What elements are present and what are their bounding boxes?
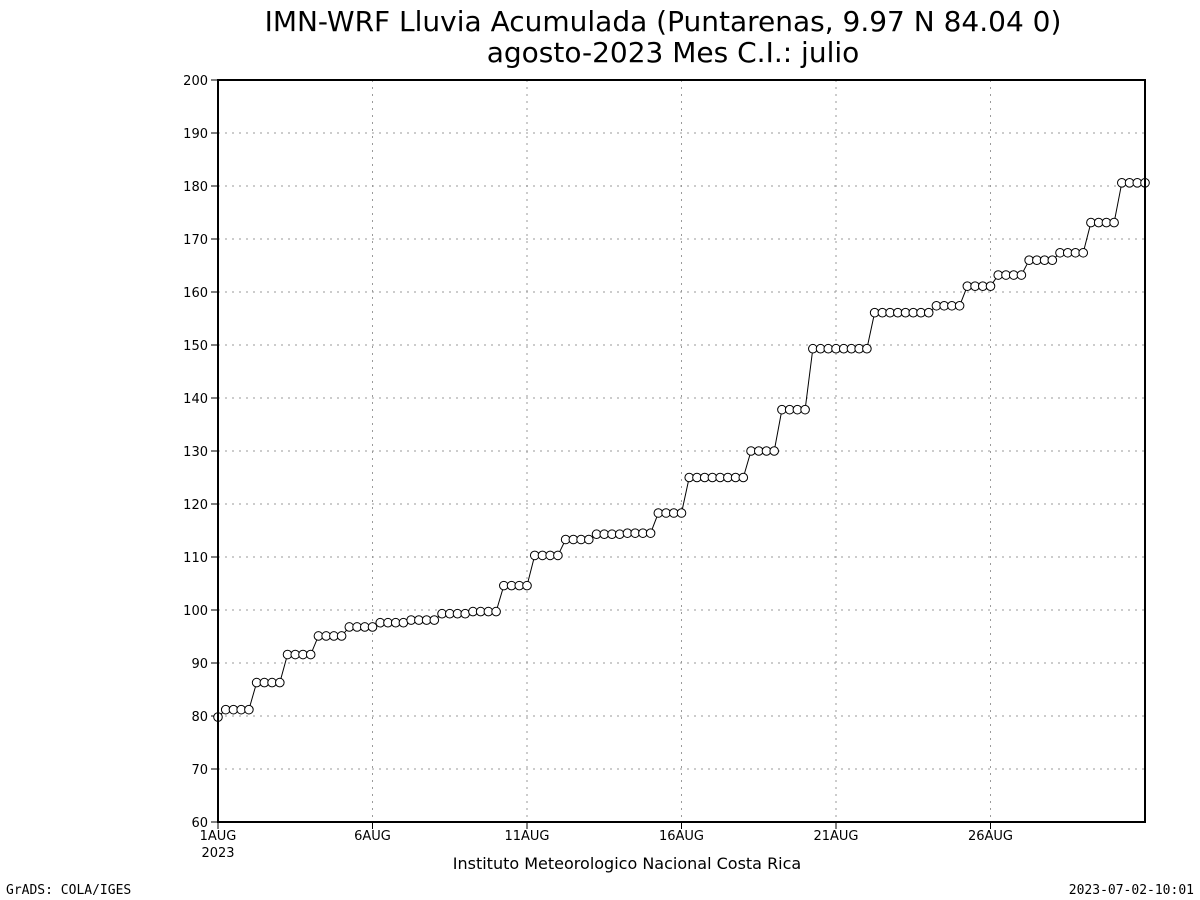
data-point — [553, 550, 563, 561]
data-point — [769, 446, 780, 456]
data-point — [491, 606, 501, 617]
x-axis-label: Instituto Meteorologico Nacional Costa R… — [453, 854, 801, 873]
data-point — [923, 307, 934, 318]
data-point — [1047, 255, 1058, 266]
data-point — [305, 649, 316, 660]
x-tick-label: 6AUG — [354, 829, 391, 844]
data-point — [336, 631, 347, 641]
y-tick-label: 130 — [183, 445, 208, 460]
data-point — [429, 615, 440, 625]
y-tick-label: 180 — [183, 180, 208, 195]
data-point — [522, 580, 532, 591]
y-tick-label: 150 — [183, 339, 208, 354]
x-tick-label: 26AUG — [968, 829, 1013, 844]
y-tick-label: 60 — [191, 816, 208, 831]
y-tick-label: 200 — [183, 74, 208, 89]
data-point — [1109, 217, 1119, 228]
y-tick-label: 140 — [183, 392, 208, 407]
y-tick-label: 100 — [183, 604, 208, 619]
data-point — [367, 622, 378, 632]
data-point — [614, 529, 625, 540]
data-point — [985, 281, 996, 291]
y-tick-label: 110 — [183, 551, 208, 566]
data-point — [954, 300, 965, 311]
data-point — [1016, 270, 1027, 280]
data-point — [738, 472, 749, 483]
footer-right: 2023-07-02-10:01 — [1069, 883, 1194, 898]
data-point — [1078, 247, 1088, 258]
x-tick-label: 16AUG — [659, 829, 704, 844]
grid-lines — [218, 80, 1145, 822]
data-point — [645, 528, 656, 538]
data-point — [460, 608, 471, 619]
data-point — [275, 677, 285, 688]
y-tick-label: 90 — [191, 657, 208, 672]
chart-title: IMN-WRF Lluvia Acumulada (Puntarenas, 9.… — [265, 5, 1062, 38]
data-point — [800, 404, 810, 415]
x-tick-label: 11AUG — [504, 829, 549, 844]
x-axis: 1AUG 2023 6AUG 11AUG 16AUG 21AUG 26AUG — [200, 822, 1013, 861]
y-tick-label: 160 — [183, 286, 208, 301]
y-tick-label: 120 — [183, 498, 208, 513]
footer-left: GrADS: COLA/IGES — [6, 883, 131, 898]
data-point — [584, 534, 594, 545]
x-tick-label: 1AUG — [200, 829, 237, 844]
chart-subtitle: agosto-2023 Mes C.I.: julio — [487, 36, 860, 69]
series-accumulated-rain — [213, 178, 1150, 722]
y-tick-label: 70 — [191, 763, 208, 778]
y-tick-label: 80 — [191, 710, 208, 725]
x-tick-year: 2023 — [201, 846, 234, 861]
data-point — [244, 704, 254, 715]
y-axis: 60 70 80 90 100 110 120 130 140 150 160 170 180 190 20… — [183, 74, 218, 831]
plot-frame — [217, 79, 1146, 823]
x-tick-label: 21AUG — [813, 829, 858, 844]
data-point — [676, 508, 687, 518]
y-tick-label: 170 — [183, 233, 208, 248]
data-point — [862, 343, 872, 354]
y-tick-label: 190 — [183, 127, 208, 142]
